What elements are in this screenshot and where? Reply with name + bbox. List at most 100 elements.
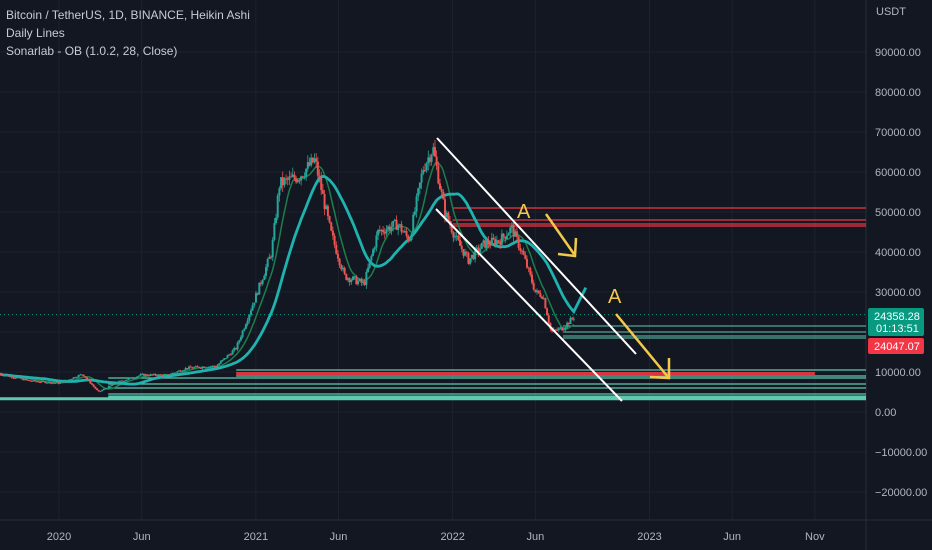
x-tick-label: Jun — [723, 531, 741, 543]
candle-body-112 — [186, 368, 189, 370]
candle-body-313 — [522, 251, 525, 255]
candle-body-294 — [490, 237, 493, 245]
candle-body-153 — [254, 293, 257, 303]
candle-body-223 — [372, 249, 375, 256]
candle-body-298 — [497, 240, 500, 242]
candle-body-232 — [387, 226, 390, 230]
candle-body-17 — [27, 379, 30, 381]
candle-body-173 — [288, 176, 291, 180]
candle-body-210 — [350, 279, 353, 283]
y-tick-label: 0.00 — [875, 407, 896, 419]
candle-body-155 — [258, 282, 261, 295]
alt-price-tag — [868, 338, 924, 354]
candle-body-5 — [7, 375, 10, 377]
candle-body-66 — [109, 385, 112, 387]
candle-body-241 — [402, 231, 405, 233]
candle-body-227 — [378, 229, 381, 232]
candle-body-138 — [229, 354, 232, 356]
candle-body-33 — [54, 382, 57, 384]
candle-body-172 — [286, 178, 289, 180]
candle-body-251 — [418, 182, 421, 189]
x-tick-label: Jun — [133, 531, 151, 543]
arrow-2-head — [649, 358, 671, 380]
candle-body-228 — [380, 229, 383, 232]
candle-body-164 — [273, 223, 276, 241]
symbol-title[interactable]: Bitcoin / TetherUS, 1D, BINANCE, Heikin … — [6, 8, 250, 22]
candle-body-209 — [348, 278, 351, 283]
candle-body-141 — [234, 348, 237, 350]
y-tick-label: 10000.00 — [875, 367, 921, 379]
candle-body-19 — [30, 380, 33, 382]
candle-body-277 — [462, 249, 465, 256]
candle-body-88 — [146, 374, 149, 376]
candle-body-123 — [204, 367, 207, 369]
candle-body-27 — [44, 381, 47, 383]
candle-body-124 — [206, 367, 209, 369]
candle-body-323 — [539, 293, 542, 297]
candle-body-146 — [243, 328, 246, 331]
candle-body-65 — [107, 386, 110, 389]
candle-body-340 — [567, 322, 570, 324]
candle-body-105 — [174, 372, 177, 374]
candle-body-91 — [151, 374, 154, 376]
candle-body-9 — [14, 377, 17, 379]
annotation-a2: A — [608, 286, 622, 308]
candle-body-250 — [417, 188, 420, 197]
candle-body-53 — [87, 379, 90, 381]
candle-body-190 — [316, 161, 319, 176]
candle-body-302 — [504, 236, 507, 239]
x-tick-label: 2022 — [440, 531, 464, 543]
trend-drawings[interactable]: AA — [435, 137, 671, 402]
time-axis[interactable]: 2020 Jun 2021 Jun 2022 Jun 2023 Jun Nov — [47, 531, 825, 543]
chart-legend: Bitcoin / TetherUS, 1D, BINANCE, Heikin … — [6, 6, 250, 60]
candle-body-200 — [333, 235, 336, 245]
candle-body-149 — [248, 314, 251, 321]
candle-body-180 — [300, 176, 303, 181]
alt-price-value: 24047.07 — [874, 341, 920, 353]
candle-body-42 — [69, 379, 72, 381]
candle-body-281 — [469, 258, 472, 264]
candle-body-321 — [536, 290, 539, 293]
candle-body-70 — [116, 382, 119, 384]
indicator-daily-lines[interactable]: Daily Lines — [6, 26, 65, 40]
candle-body-29 — [47, 381, 50, 383]
candle-body-69 — [114, 383, 117, 385]
candle-body-216 — [360, 278, 363, 283]
y-tick-label: 80000.00 — [875, 87, 921, 99]
ma-fast-line — [0, 161, 575, 390]
candle-body-154 — [256, 293, 259, 295]
candle-body-282 — [470, 254, 473, 259]
candle-body-201 — [335, 244, 338, 254]
candle-body-49 — [80, 374, 83, 376]
candle-body-339 — [566, 322, 569, 328]
candle-body-278 — [464, 251, 467, 256]
candle-body-257 — [428, 157, 431, 162]
candle-body-136 — [226, 355, 229, 359]
candle-body-187 — [311, 157, 314, 163]
candle-body-207 — [345, 273, 348, 280]
price-axis[interactable]: 90000.00 80000.00 70000.00 60000.00 50000.00… — [875, 47, 927, 499]
candle-body-36 — [59, 382, 62, 384]
candle-body-193 — [321, 190, 324, 194]
candle-body-41 — [67, 379, 70, 381]
indicator-sonarlab[interactable]: Sonarlab - OB (1.0.2, 28, Close) — [6, 44, 178, 58]
candle-body-85 — [141, 373, 144, 375]
price-zones — [0, 207, 866, 401]
candle-body-280 — [467, 252, 470, 264]
candle-body-139 — [231, 350, 234, 355]
candle-body-92 — [152, 373, 155, 375]
candle-body-129 — [214, 366, 217, 368]
candle-body-256 — [427, 157, 430, 164]
candle-body-32 — [52, 382, 55, 384]
candle-body-215 — [358, 278, 361, 281]
candle-body-185 — [308, 162, 311, 166]
candle-body-110 — [183, 370, 186, 372]
candle-body-184 — [306, 162, 309, 169]
candle-body-181 — [301, 176, 304, 178]
candle-body-101 — [167, 374, 170, 376]
candle-body-247 — [412, 214, 415, 234]
candle-body-79 — [131, 377, 134, 379]
annotation-a1: A — [517, 201, 531, 223]
